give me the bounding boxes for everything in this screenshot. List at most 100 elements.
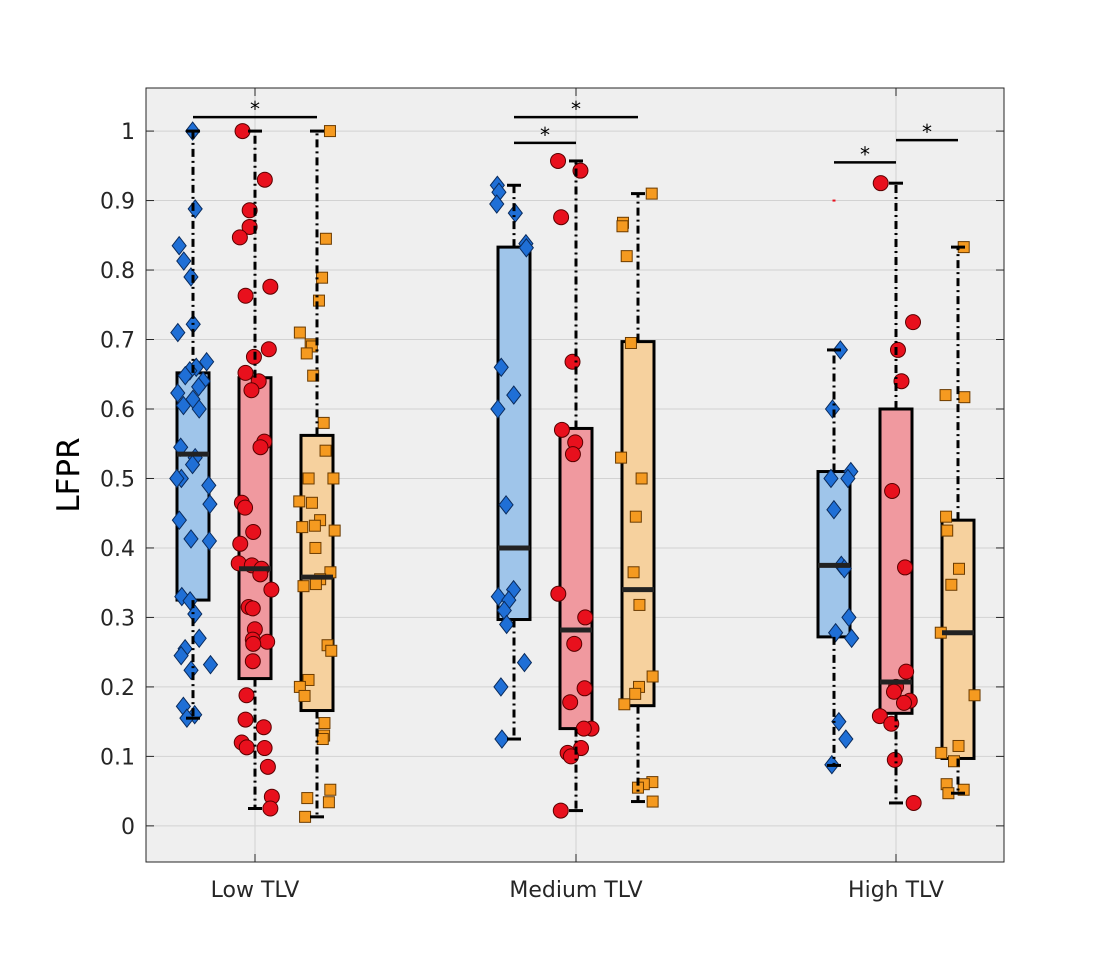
data-point — [615, 451, 628, 464]
data-point — [494, 729, 510, 749]
data-point — [191, 376, 207, 397]
data-point — [252, 439, 269, 456]
data-point — [939, 389, 952, 402]
data-point — [645, 187, 658, 200]
data-point — [232, 535, 249, 552]
data-point — [629, 687, 642, 700]
data-point — [324, 783, 337, 796]
data-point — [199, 351, 215, 372]
significance-star: * — [922, 120, 932, 144]
data-point — [234, 123, 251, 140]
data-point — [575, 720, 592, 737]
data-point — [629, 510, 642, 523]
data-point — [243, 382, 260, 399]
data-point — [322, 796, 335, 809]
box — [940, 518, 976, 760]
data-point — [259, 758, 276, 775]
data-point — [293, 326, 306, 339]
data-point — [897, 559, 914, 576]
data-point — [318, 717, 331, 730]
data-point — [941, 524, 954, 537]
data-point — [552, 802, 569, 819]
data-point — [191, 628, 207, 649]
data-point — [493, 357, 509, 378]
data-point — [958, 391, 971, 404]
data-point — [184, 454, 201, 475]
data-point — [948, 755, 961, 768]
data-point — [323, 125, 336, 138]
box — [816, 470, 852, 639]
data-point — [838, 729, 854, 749]
data-point — [173, 645, 189, 666]
data-point — [566, 635, 583, 652]
data-point — [550, 152, 567, 169]
data-point — [299, 810, 312, 823]
y-tick-label: 0 — [121, 815, 135, 840]
y-tick-label: 0.4 — [100, 537, 135, 562]
data-point — [616, 220, 629, 233]
axes: 0 0.1 0.2 0.3 0.4 0.5 0.6 0.7 0.8 0.9 1 Low TLV Medi… — [100, 87, 1005, 903]
box — [496, 245, 532, 622]
data-point — [493, 677, 509, 697]
data-point — [564, 446, 581, 463]
y-tick-label: 0.2 — [100, 676, 135, 701]
data-point — [237, 287, 254, 304]
data-point — [499, 614, 515, 635]
data-point — [518, 237, 534, 258]
data-point — [553, 421, 570, 438]
data-point — [562, 694, 579, 711]
data-point — [898, 663, 915, 680]
data-point — [940, 510, 953, 523]
data-point — [202, 494, 218, 514]
data-point — [952, 739, 965, 752]
data-point — [633, 598, 646, 611]
y-tick-label: 1 — [121, 120, 135, 145]
plot-frame — [145, 87, 1005, 863]
data-point — [301, 792, 314, 805]
data-point — [824, 399, 841, 419]
significance-star: * — [250, 97, 260, 121]
data-point — [202, 654, 219, 675]
data-point — [309, 578, 322, 591]
data-point — [325, 644, 338, 657]
data-point — [177, 365, 193, 386]
data-point — [826, 499, 842, 520]
y-tick-label: 0.3 — [100, 606, 135, 631]
significance-star: * — [860, 142, 870, 166]
data-marks: * * * * * — [169, 97, 981, 823]
data-point — [646, 670, 659, 683]
data-point — [245, 523, 262, 540]
data-point — [823, 468, 839, 489]
data-point — [945, 578, 958, 591]
data-point — [635, 472, 648, 485]
data-point — [307, 369, 320, 382]
y-tick-label: 0.7 — [100, 329, 135, 354]
data-point — [256, 171, 273, 188]
data-point — [952, 562, 965, 575]
data-point — [302, 472, 315, 485]
data-point — [309, 541, 322, 554]
data-point — [244, 600, 261, 617]
data-point — [319, 232, 332, 245]
data-point — [327, 472, 340, 485]
data-point — [300, 347, 313, 360]
data-point — [319, 444, 332, 457]
data-point — [256, 740, 273, 757]
data-point — [316, 733, 329, 746]
data-point — [328, 524, 341, 537]
data-point — [245, 635, 262, 652]
data-point — [237, 364, 254, 381]
data-point — [516, 652, 533, 673]
data-point — [302, 673, 315, 686]
data-point — [489, 194, 505, 214]
data-point — [624, 336, 637, 349]
data-point — [968, 689, 981, 702]
data-point — [260, 341, 277, 358]
data-point — [241, 218, 258, 235]
data-point — [183, 529, 199, 549]
data-point — [564, 353, 581, 370]
data-point — [170, 322, 186, 343]
y-axis-label: LFPR — [51, 437, 87, 512]
data-point — [171, 235, 187, 256]
data-point — [255, 719, 272, 736]
